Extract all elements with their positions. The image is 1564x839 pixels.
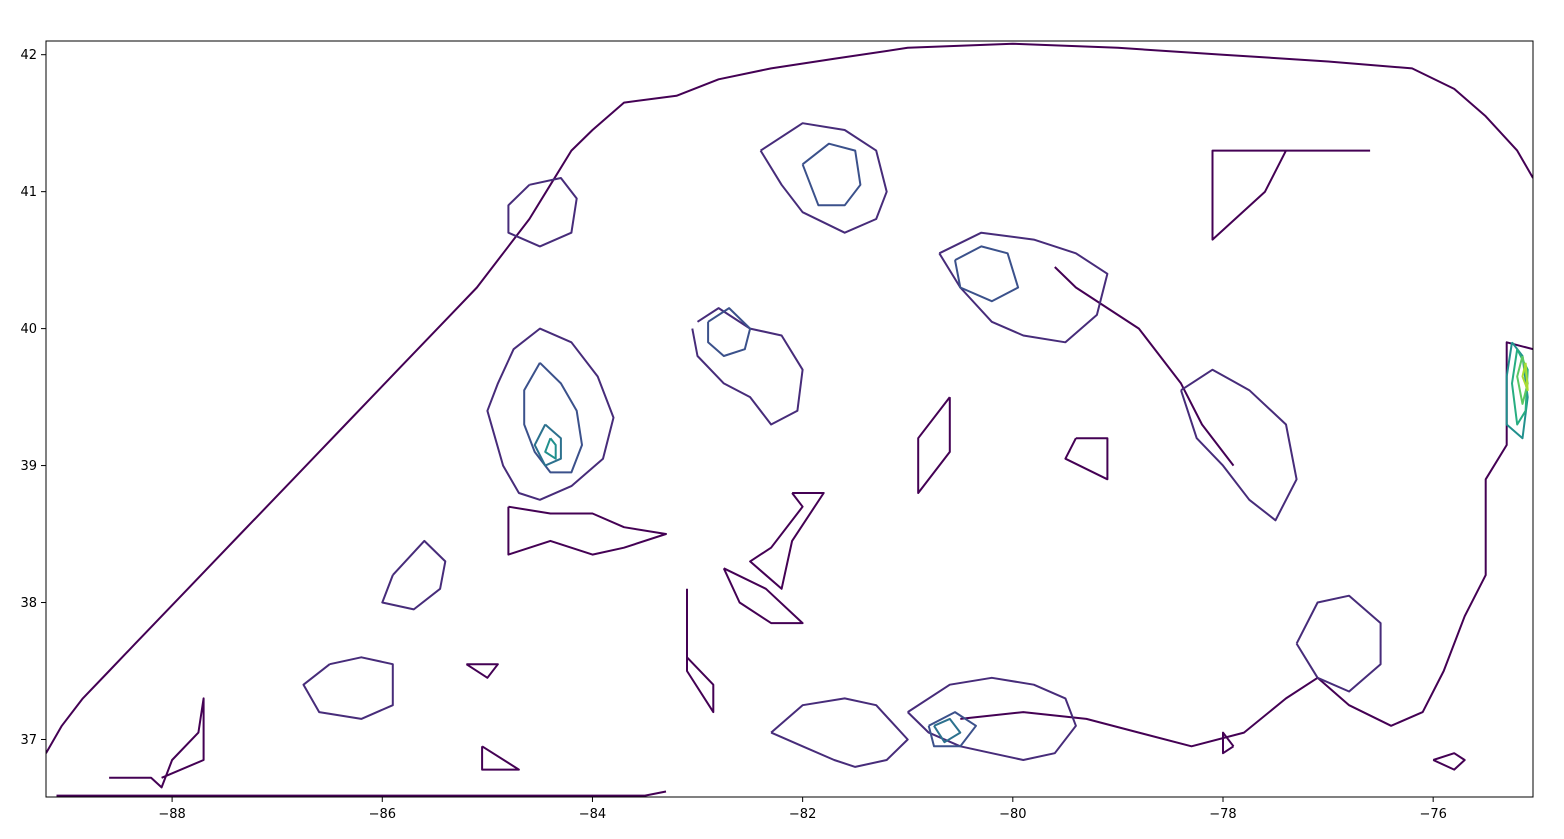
contour-line-level-0 xyxy=(465,663,499,679)
y-tick-label: 40 xyxy=(20,322,37,337)
contour-line-level-1 xyxy=(486,327,615,501)
contour-line-level-4 xyxy=(544,437,557,460)
contour-line-level-1 xyxy=(938,231,1109,344)
contour-line-level-0 xyxy=(917,396,951,494)
contour-line-level-0 xyxy=(56,790,667,797)
contour-line-level-0 xyxy=(1222,731,1235,755)
contour-line-level-2 xyxy=(954,245,1020,303)
y-tick-label: 37 xyxy=(20,733,37,748)
contour-line-level-3 xyxy=(933,717,962,744)
contour-line-level-7 xyxy=(1521,362,1529,392)
y-tick-label: 38 xyxy=(20,596,37,611)
y-axis: 37 38 39 40 41 42 xyxy=(20,48,46,748)
contour-line-level-1 xyxy=(1295,594,1382,693)
contour-line-level-1 xyxy=(1180,368,1298,522)
contour-line-level-2 xyxy=(707,307,752,357)
x-tick-label: −80 xyxy=(999,807,1026,822)
contour-line-level-2 xyxy=(927,711,977,748)
contour-line-level-1 xyxy=(759,122,888,234)
contour-line-level-1 xyxy=(907,676,1077,761)
contour-line-level-1 xyxy=(302,656,394,720)
contour-line-level-2 xyxy=(523,362,583,474)
x-tick-label: −86 xyxy=(369,807,396,822)
contour-lines xyxy=(46,42,1533,797)
contour-line-level-0 xyxy=(109,697,205,789)
contour-line-level-0 xyxy=(1064,437,1109,481)
x-axis: −88 −86 −84 −82 −80 −78 −76 xyxy=(158,797,1447,822)
x-tick-label: −76 xyxy=(1419,807,1446,822)
contour-line-level-1 xyxy=(507,177,578,248)
contour-line-level-1 xyxy=(381,539,447,611)
contour-line-level-0 xyxy=(1432,752,1466,771)
contour-line-level-0 xyxy=(1211,149,1371,241)
y-tick-label: 42 xyxy=(20,48,37,63)
axes-frame xyxy=(45,40,1534,798)
contour-line-level-0 xyxy=(507,505,667,556)
contour-line-level-0 xyxy=(722,567,804,625)
contour-line-level-0 xyxy=(481,745,520,771)
x-tick-label: −84 xyxy=(579,807,606,822)
y-tick-label: 41 xyxy=(20,185,37,200)
contour-line-level-1 xyxy=(770,697,909,768)
x-tick-label: −78 xyxy=(1209,807,1236,822)
contour-line-level-1 xyxy=(691,307,804,426)
y-tick-label: 39 xyxy=(20,459,37,474)
contour-line-level-0 xyxy=(960,341,1533,748)
x-tick-label: −88 xyxy=(158,807,185,822)
contour-line-level-2 xyxy=(801,142,862,207)
contour-line-level-0 xyxy=(686,588,715,714)
x-tick-label: −82 xyxy=(789,807,816,822)
contour-line-level-0 xyxy=(749,492,825,590)
contour-line-level-0 xyxy=(1054,266,1235,467)
contour-line-level-3 xyxy=(533,423,562,467)
